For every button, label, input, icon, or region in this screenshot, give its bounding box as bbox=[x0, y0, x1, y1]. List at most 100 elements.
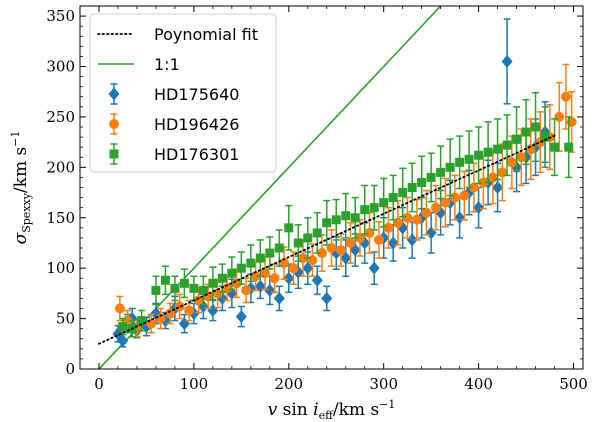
data-point bbox=[440, 197, 451, 208]
series-HD196426 bbox=[114, 63, 577, 338]
data-point bbox=[554, 111, 565, 122]
y-tick-label: 150 bbox=[46, 209, 75, 227]
y-axis-title: σSpexxy/km s−1 bbox=[9, 131, 33, 245]
legend-marker bbox=[109, 149, 119, 159]
data-point bbox=[492, 181, 504, 194]
data-point bbox=[473, 201, 485, 215]
data-point bbox=[407, 183, 417, 192]
data-point bbox=[454, 211, 466, 225]
data-point bbox=[360, 205, 370, 215]
data-point bbox=[179, 278, 189, 288]
data-point bbox=[302, 261, 314, 275]
x-tick-label: 300 bbox=[369, 375, 398, 393]
legend-marker bbox=[109, 119, 119, 129]
data-point bbox=[464, 154, 474, 164]
data-point bbox=[388, 193, 398, 203]
data-point bbox=[468, 182, 479, 193]
data-point bbox=[512, 134, 522, 144]
data-point bbox=[406, 233, 418, 247]
y-tick-label: 300 bbox=[46, 58, 75, 76]
legend-entry: HD175640 bbox=[108, 83, 239, 105]
data-point bbox=[350, 213, 360, 223]
data-point bbox=[208, 278, 218, 288]
data-point bbox=[368, 261, 380, 275]
data-point bbox=[521, 127, 531, 137]
data-point bbox=[265, 248, 275, 258]
legend-label: Poynomial fit bbox=[154, 25, 258, 44]
data-point bbox=[402, 212, 413, 223]
legend: Poynomial fit 1:1 HD175640 HD196426 HD176301 bbox=[89, 13, 277, 173]
data-point bbox=[449, 192, 460, 203]
data-point bbox=[207, 304, 219, 318]
y-tick-label: 250 bbox=[46, 108, 75, 126]
data-point bbox=[283, 271, 295, 285]
data-point bbox=[246, 258, 256, 268]
data-point bbox=[411, 214, 422, 225]
x-tick-label: 400 bbox=[464, 375, 493, 393]
data-point bbox=[383, 222, 394, 233]
data-point bbox=[317, 248, 328, 259]
data-point bbox=[303, 233, 313, 243]
data-point bbox=[373, 234, 384, 245]
data-point bbox=[189, 283, 199, 293]
data-point bbox=[540, 132, 550, 142]
data-point bbox=[502, 140, 512, 150]
data-point bbox=[273, 291, 285, 305]
data-point bbox=[340, 251, 352, 265]
data-point bbox=[455, 157, 465, 167]
x-tick-label: 100 bbox=[180, 375, 209, 393]
data-point bbox=[217, 273, 227, 283]
legend-label: HD176301 bbox=[154, 145, 239, 164]
data-point bbox=[379, 198, 389, 208]
data-point bbox=[184, 305, 195, 316]
legend-box bbox=[89, 13, 277, 173]
data-point bbox=[341, 211, 351, 221]
legend-entry: 1:1 bbox=[98, 55, 180, 74]
data-point bbox=[430, 202, 441, 213]
data-point bbox=[160, 275, 170, 285]
x-tick-label: 200 bbox=[274, 375, 303, 393]
data-point bbox=[165, 308, 176, 319]
data-point bbox=[516, 152, 527, 163]
data-point bbox=[236, 263, 246, 273]
data-point bbox=[264, 283, 276, 297]
y-tick-label: 50 bbox=[56, 310, 75, 328]
data-point bbox=[321, 291, 333, 305]
data-point bbox=[354, 232, 365, 243]
data-point bbox=[564, 142, 574, 152]
data-point bbox=[151, 285, 161, 295]
data-point bbox=[335, 245, 346, 256]
y-tick-label: 350 bbox=[46, 7, 75, 25]
data-point bbox=[387, 236, 399, 250]
y-tick-label: 200 bbox=[46, 158, 75, 176]
x-tick-label: 500 bbox=[559, 375, 588, 393]
data-point bbox=[560, 91, 571, 102]
data-point bbox=[284, 223, 294, 233]
legend-label: HD196426 bbox=[154, 115, 239, 134]
data-point bbox=[146, 318, 157, 329]
data-point bbox=[425, 226, 437, 240]
data-point bbox=[155, 313, 166, 324]
data-point bbox=[227, 268, 237, 278]
legend-entry: HD196426 bbox=[109, 113, 239, 135]
data-point bbox=[426, 172, 436, 182]
data-point bbox=[117, 334, 129, 348]
legend-label: 1:1 bbox=[154, 55, 180, 74]
data-point bbox=[487, 172, 498, 183]
legend-entry: HD176301 bbox=[109, 143, 239, 165]
x-tick-label: 0 bbox=[94, 375, 104, 393]
data-point bbox=[312, 228, 322, 238]
data-point bbox=[506, 157, 517, 168]
data-point bbox=[531, 122, 541, 132]
data-point bbox=[436, 167, 446, 177]
data-point bbox=[421, 207, 432, 218]
legend-marker bbox=[108, 87, 120, 101]
data-point bbox=[231, 278, 242, 289]
data-point bbox=[222, 283, 233, 294]
data-point bbox=[322, 218, 332, 228]
data-point bbox=[501, 54, 513, 68]
y-tick-label: 0 bbox=[65, 360, 75, 378]
legend-entry: Poynomial fit bbox=[97, 25, 258, 44]
data-point bbox=[274, 243, 284, 253]
